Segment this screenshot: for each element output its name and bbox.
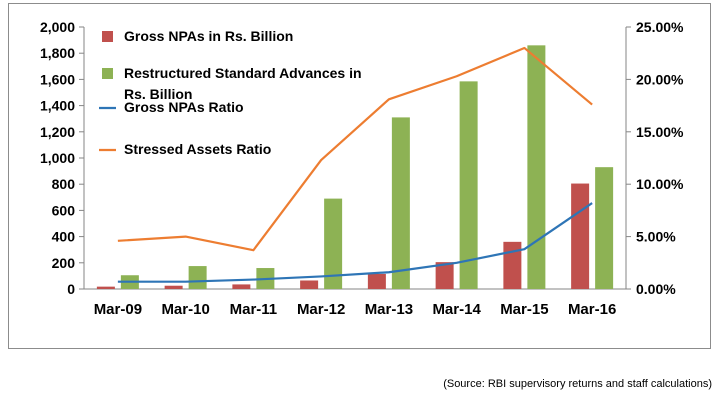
right-tick-label: 15.00%: [636, 124, 684, 140]
gross-npa-bar: [164, 285, 183, 289]
gross-npa-ratio-line: [117, 202, 593, 283]
restructured-advances-bar: [324, 198, 343, 289]
left-tick-label: 800: [52, 176, 76, 192]
combo-chart: 0 200 400 600 800 1,000 1,200 1,400 1,600 1,800 2,…: [40, 19, 684, 318]
bars: [96, 45, 614, 290]
left-tick-label: 1,800: [40, 45, 75, 61]
left-tick-label: 1,000: [40, 150, 75, 166]
left-tick-label: 200: [52, 255, 76, 271]
gross-npa-bar: [300, 280, 319, 289]
gross-npa-bar: [435, 262, 454, 289]
right-tick-label: 20.00%: [636, 71, 684, 87]
restructured-advances-bar: [391, 117, 410, 289]
restructured-advances-bar: [188, 266, 207, 289]
right-tick-label: 10.00%: [636, 176, 684, 192]
x-tick-label: Mar-16: [568, 301, 616, 318]
legend-label: Rs. Billion: [124, 86, 192, 102]
x-tick-label: Mar-12: [297, 301, 345, 318]
x-tick-label: Mar-15: [500, 301, 548, 318]
restructured-advances-bar: [527, 45, 546, 290]
gross-npa-bar: [96, 286, 115, 289]
legend-swatch: [102, 31, 113, 42]
restructured-advances-bar: [459, 81, 478, 290]
lines: [117, 46, 593, 283]
left-tick-label: 1,400: [40, 98, 75, 114]
left-tick-label: 400: [52, 229, 76, 245]
ticks: 0 200 400 600 800 1,000 1,200 1,400 1,600 1,800 2,…: [40, 19, 684, 318]
source-note: (Source: RBI supervisory returns and sta…: [443, 378, 712, 390]
left-tick-label: 600: [52, 202, 76, 218]
restructured-advances-bar: [595, 167, 614, 289]
legend-label: Gross NPAs Ratio: [124, 99, 244, 115]
x-tick-label: Mar-10: [161, 301, 209, 318]
x-tick-label: Mar-13: [365, 301, 413, 318]
stressed-assets-ratio-line: [117, 46, 593, 252]
right-tick-label: 0.00%: [636, 281, 676, 297]
right-tick-label: 25.00%: [636, 19, 684, 35]
legend-label: Restructured Standard Advances in: [124, 65, 362, 81]
left-tick-label: 0: [67, 281, 75, 297]
gross-npa-bar: [571, 183, 590, 289]
gross-npa-bar: [503, 241, 522, 289]
legend: Gross NPAs in Rs. Billion Restructured St…: [99, 28, 362, 157]
x-tick-label: Mar-14: [432, 301, 481, 318]
chart-frame: 0 200 400 600 800 1,000 1,200 1,400 1,600 1,800 2,…: [8, 3, 711, 349]
legend-label: Gross NPAs in Rs. Billion: [124, 28, 293, 44]
left-tick-label: 1,600: [40, 71, 75, 87]
left-tick-label: 2,000: [40, 19, 75, 35]
right-tick-label: 5.00%: [636, 229, 676, 245]
legend-swatch: [102, 68, 113, 79]
left-tick-label: 1,200: [40, 124, 75, 140]
legend-label: Stressed Assets Ratio: [124, 141, 271, 157]
gross-npa-bar: [232, 284, 251, 289]
x-tick-label: Mar-09: [94, 301, 142, 318]
gross-npa-bar: [367, 273, 386, 289]
x-tick-label: Mar-11: [230, 301, 278, 318]
